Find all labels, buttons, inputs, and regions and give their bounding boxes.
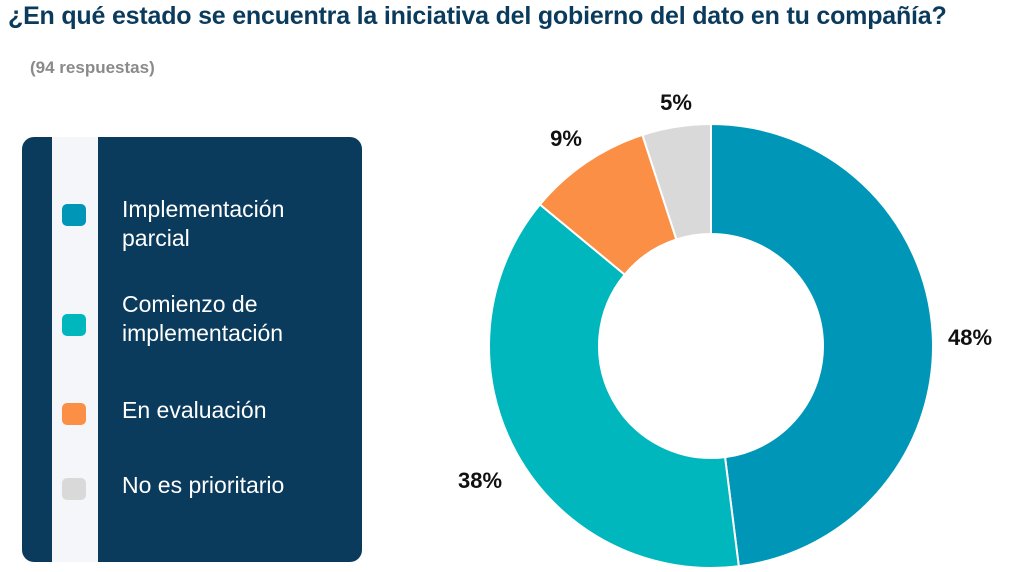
legend-swatch xyxy=(62,314,86,336)
data-label: 5% xyxy=(660,90,692,115)
slice-implementacion-parcial xyxy=(710,122,934,568)
legend-label: Implementación parcial xyxy=(122,196,285,251)
slice-no-es-prioritario xyxy=(641,122,712,241)
slice-comienzo-de-implementacion xyxy=(488,203,740,569)
data-label: 48% xyxy=(948,325,992,350)
legend: Implementación parcial Comienzo de imple… xyxy=(22,137,362,562)
legend-swatch xyxy=(62,204,86,226)
legend-swatch xyxy=(62,403,86,425)
chart-title: ¿En qué estado se encuentra la iniciativ… xyxy=(8,2,947,30)
legend-label: En evaluación xyxy=(122,397,267,423)
response-count: (94 respuestas) xyxy=(30,58,155,77)
legend-label: Comienzo de implementación xyxy=(122,291,284,346)
data-label: 9% xyxy=(550,126,582,151)
legend-label: No es prioritario xyxy=(122,472,285,498)
data-label: 38% xyxy=(458,468,502,493)
legend-swatch xyxy=(62,478,86,500)
